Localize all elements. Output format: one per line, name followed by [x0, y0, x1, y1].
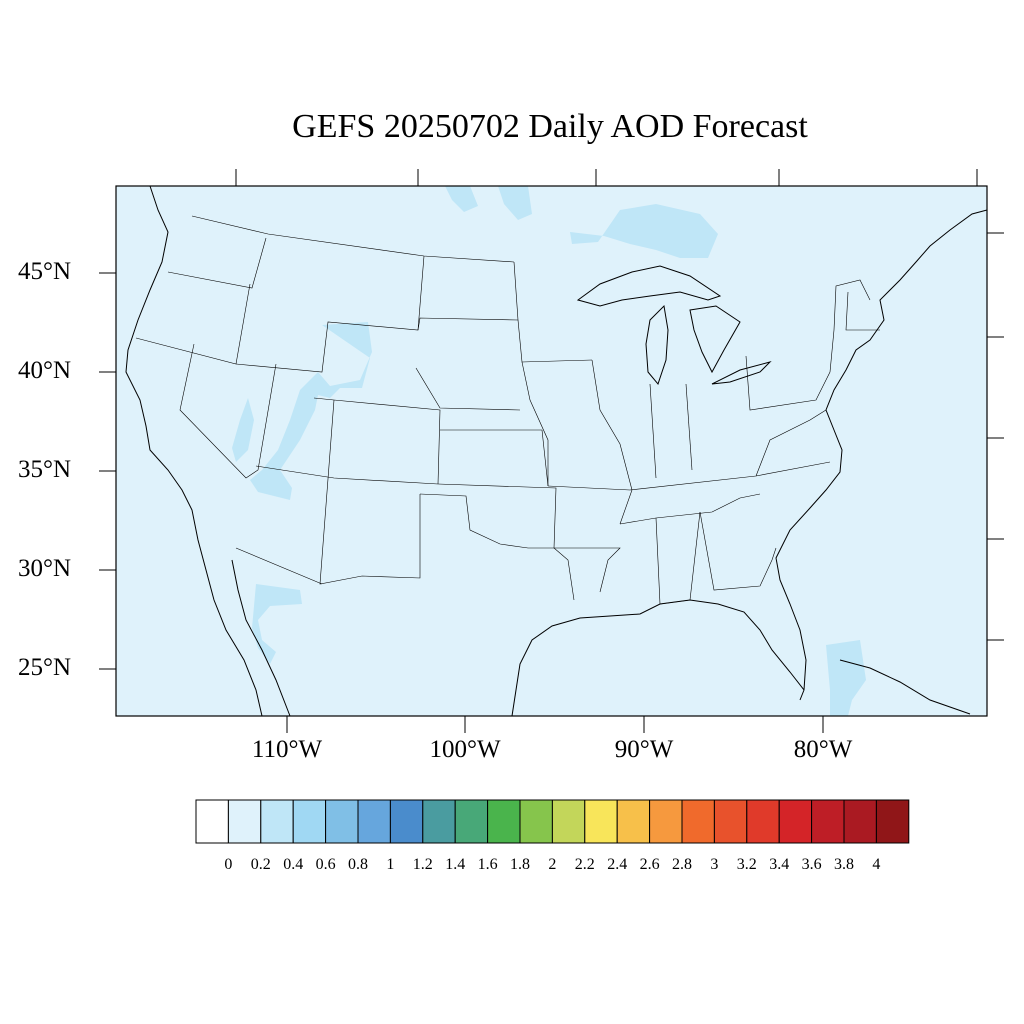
lat-label-40: 40°N: [18, 357, 72, 384]
colorbar-swatch: [519, 799, 553, 844]
plume-canada-2: [498, 186, 532, 220]
colorbar-label: 1: [386, 856, 395, 873]
colorbar-swatch: [422, 799, 456, 844]
top-ticks: [235, 169, 978, 186]
plume-canada-1: [445, 186, 478, 212]
colorbar-label: 3.4: [769, 856, 790, 873]
colorbar-swatch: [292, 799, 327, 844]
colorbar-label: 2.6: [639, 856, 660, 873]
aod-plumes: [232, 186, 866, 716]
colorbar-swatch: [325, 799, 359, 844]
lon-label-90w: 90°W: [614, 736, 674, 763]
map-frame: [115, 185, 988, 717]
colorbar-label: 2: [548, 856, 557, 873]
plume-mexico: [252, 584, 302, 664]
plume-canada-3: [570, 204, 718, 258]
colorbar-swatch: [260, 799, 294, 844]
colorbar-swatch: [713, 799, 748, 844]
colorbar-swatch: [811, 799, 845, 844]
state-borders: [135, 215, 880, 605]
colorbar-swatch: [778, 799, 813, 844]
colorbar-swatch: [616, 799, 651, 844]
lon-label-110w: 110°W: [251, 736, 323, 763]
colorbar-label: 1.6: [477, 856, 498, 873]
colorbar-label: 3.8: [834, 856, 854, 873]
colorbar: [195, 799, 910, 844]
colorbar-swatch: [584, 799, 618, 844]
colorbar-swatch: [227, 799, 262, 844]
colorbar-label: 2.2: [574, 856, 595, 873]
us-west-coast: [125, 185, 263, 717]
colorbar-label: 0.4: [283, 856, 304, 873]
baja-gulf: [231, 559, 291, 717]
lat-label-25: 25°N: [18, 654, 72, 681]
map-title: GEFS 20250702 Daily AOD Forecast: [292, 108, 808, 145]
colorbar-swatch: [454, 799, 489, 844]
colorbar-label: 4: [872, 856, 881, 873]
colorbar-label: 0.6: [315, 856, 336, 873]
bottom-ticks: [286, 716, 824, 733]
colorbar-swatch: [649, 799, 683, 844]
colorbar-label: 3: [710, 856, 719, 873]
lat-label-30: 30°N: [18, 555, 72, 582]
colorbar-label: 1.4: [445, 856, 466, 873]
colorbar-label: 1.2: [412, 856, 433, 873]
great-lake-michigan: [645, 304, 669, 386]
colorbar-swatch: [357, 799, 391, 844]
colorbar-swatch: [875, 799, 910, 844]
colorbar-label: 1.8: [510, 856, 530, 873]
great-lake-huron: [689, 305, 741, 374]
lon-label-100w: 100°W: [429, 736, 501, 763]
colorbar-swatch: [746, 799, 780, 844]
colorbar-swatch: [195, 799, 229, 844]
right-ticks: [987, 232, 1004, 641]
great-lake-superior: [576, 265, 722, 307]
lat-label-35: 35°N: [18, 456, 72, 483]
colorbar-label: 0: [224, 856, 233, 873]
colorbar-label: 3.2: [736, 856, 757, 873]
plume-rockies: [250, 322, 372, 500]
colorbar-swatch: [551, 799, 586, 844]
colorbar-label: 2.4: [607, 856, 628, 873]
colorbar-swatch: [389, 799, 424, 844]
colorbar-swatch: [843, 799, 877, 844]
cuba: [839, 659, 971, 715]
great-lake-erie: [711, 361, 772, 385]
colorbar-label: 3.6: [801, 856, 822, 873]
lon-label-80w: 80°W: [793, 736, 853, 763]
left-ticks: [99, 272, 116, 670]
plume-bahamas: [826, 640, 866, 716]
colorbar-label: 2.8: [672, 856, 692, 873]
lat-label-45: 45°N: [18, 258, 72, 285]
colorbar-label: 0.8: [348, 856, 368, 873]
colorbar-label: 0.2: [250, 856, 271, 873]
colorbar-swatch: [487, 799, 521, 844]
plume-nevada: [232, 398, 254, 462]
colorbar-swatch: [681, 799, 715, 844]
